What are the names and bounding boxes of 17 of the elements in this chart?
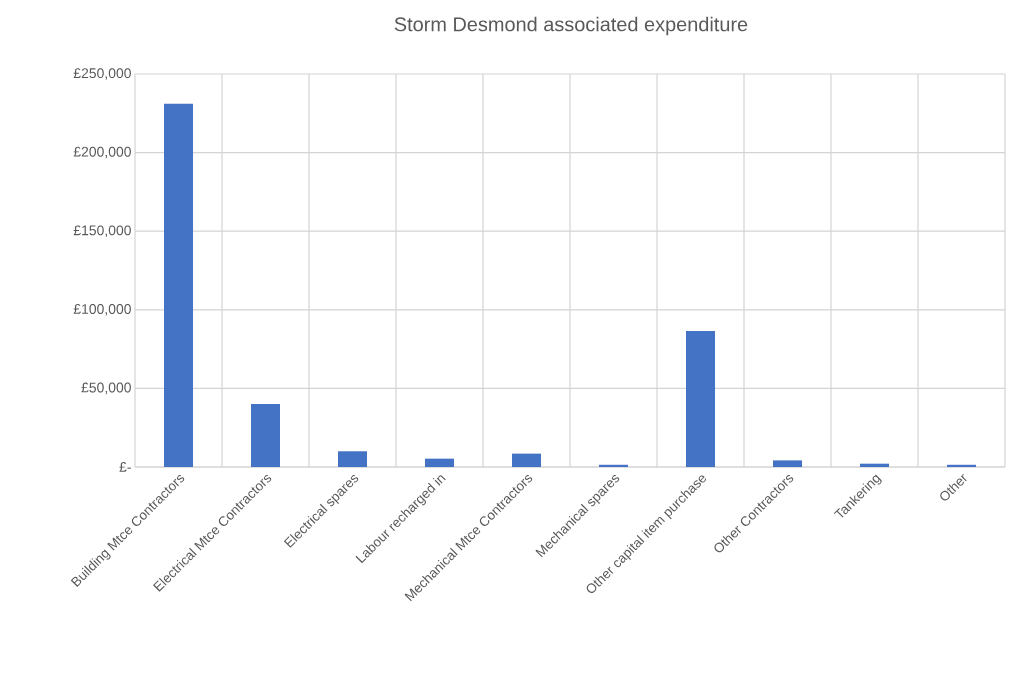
bar	[686, 331, 716, 467]
y-tick-label: £-	[119, 462, 131, 472]
bar	[164, 103, 194, 467]
chart-title: Storm Desmond associated expenditure	[394, 16, 748, 36]
bar	[512, 453, 542, 467]
y-tick-label: £150,000	[73, 225, 131, 237]
bar	[599, 464, 629, 467]
y-tick-label: £100,000	[73, 304, 131, 316]
bar	[860, 463, 890, 467]
y-tick-label: £250,000	[73, 68, 131, 80]
y-tick-label: £50,000	[81, 382, 131, 395]
bar	[773, 460, 803, 467]
bar	[425, 458, 455, 467]
bar	[251, 404, 281, 467]
y-tick-label: £200,000	[73, 146, 131, 159]
bar	[338, 451, 368, 467]
bar	[947, 464, 977, 467]
